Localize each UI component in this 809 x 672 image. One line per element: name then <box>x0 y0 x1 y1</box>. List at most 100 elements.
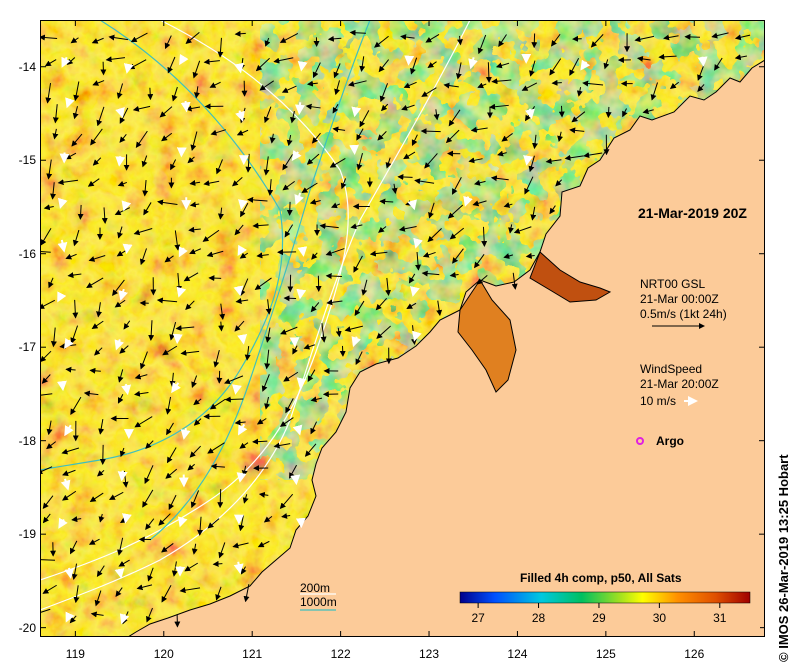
current-arrow <box>188 226 201 233</box>
current-arrow <box>46 159 53 180</box>
credit-label: © IMOS 26-Mar-2019 13:25 Hobart <box>776 454 791 662</box>
wind-arrow <box>119 613 130 625</box>
current-arrow <box>142 180 149 197</box>
current-arrow <box>658 53 677 60</box>
current-arrow <box>98 419 105 435</box>
current-arrow <box>218 321 225 332</box>
current-arrow <box>147 87 154 101</box>
isobath-200m-label: 200m <box>300 581 331 595</box>
current-arrow <box>263 106 272 124</box>
wind-arrow <box>121 200 132 212</box>
current-arrow <box>159 106 173 118</box>
current-arrow <box>491 78 512 85</box>
current-arrow <box>261 374 270 392</box>
current-arrow <box>130 32 148 43</box>
current-arrow <box>411 134 418 146</box>
wind-time-label: 21-Mar 20:00Z <box>640 377 719 391</box>
current-arrow <box>301 182 318 194</box>
current-arrow <box>116 83 124 99</box>
wind-arrow <box>65 97 75 109</box>
colorbar-ticks: 27 28 29 30 31 <box>471 603 727 625</box>
current-arrow <box>312 62 321 79</box>
current-arrow <box>92 157 102 166</box>
current-arrow <box>329 157 346 168</box>
current-arrow <box>73 81 80 102</box>
current-arrow <box>449 271 459 278</box>
current-arrow <box>71 563 78 580</box>
current-arrow <box>94 590 102 607</box>
current-arrow <box>189 180 201 186</box>
current-arrow <box>408 273 416 284</box>
current-arrow <box>254 277 272 291</box>
wind-arrow <box>117 470 128 482</box>
current-arrow <box>273 442 291 449</box>
colorbar-tick-label: 29 <box>592 611 606 625</box>
current-arrow <box>42 495 54 510</box>
current-arrow <box>309 198 321 205</box>
current-arrow <box>219 303 226 321</box>
current-arrow <box>67 272 82 279</box>
current-arrow <box>207 442 225 454</box>
current-arrow <box>252 438 268 445</box>
current-arrow <box>714 57 723 71</box>
current-arrow <box>265 327 272 343</box>
current-arrow <box>236 129 249 136</box>
current-arrow <box>46 441 57 450</box>
current-arrow <box>282 180 295 191</box>
current-arrow <box>175 325 195 332</box>
current-arrow <box>529 60 536 77</box>
current-arrow <box>669 81 680 89</box>
isobath-200m-2 <box>40 20 471 611</box>
current-arrow <box>118 559 130 567</box>
current-arrow <box>40 466 53 474</box>
current-arrow <box>385 157 392 169</box>
wind-arrow <box>351 336 362 348</box>
current-arrow <box>280 326 298 335</box>
current-arrow <box>557 131 564 143</box>
current-arrow <box>217 489 224 509</box>
current-arrow <box>375 297 388 311</box>
current-arrow <box>449 227 465 240</box>
wind-arrow <box>413 237 423 249</box>
current-arrow <box>445 129 460 144</box>
current-arrow <box>530 206 537 221</box>
current-arrow <box>456 35 463 46</box>
wind-arrow <box>58 197 68 209</box>
wind-arrow <box>296 377 307 389</box>
current-arrow <box>582 80 604 87</box>
wind-arrow <box>237 333 248 345</box>
current-arrow <box>42 584 57 594</box>
current-arrow <box>189 248 202 255</box>
current-arrow <box>406 302 417 309</box>
current-arrow <box>117 369 124 383</box>
current-arrow <box>485 62 492 83</box>
current-arrow <box>711 32 729 39</box>
current-arrow <box>50 327 57 348</box>
current-arrow <box>239 442 249 449</box>
wind-arrow <box>351 106 362 118</box>
current-arrow <box>197 516 204 536</box>
current-arrow <box>421 87 437 97</box>
current-arrow <box>334 80 341 96</box>
current-arrow <box>62 490 77 501</box>
current-arrow <box>481 226 488 248</box>
current-arrow <box>636 55 651 62</box>
current-arrow <box>41 374 51 384</box>
current-arrow <box>61 447 80 455</box>
current-arrow <box>349 29 366 36</box>
wind-arrow <box>64 567 75 579</box>
lat-tick-label: -16 <box>18 246 36 261</box>
wind-arrow <box>64 424 74 437</box>
land-mass <box>127 59 765 637</box>
wind-arrow <box>407 199 417 211</box>
current-arrow <box>476 275 488 285</box>
current-arrow <box>62 469 76 476</box>
wind-arrow <box>297 246 308 257</box>
current-arrow <box>123 320 131 330</box>
wind-arrow <box>233 561 244 575</box>
current-arrow <box>134 373 148 380</box>
current-arrow <box>218 542 226 559</box>
current-arrow <box>350 223 363 230</box>
wind-arrow <box>296 288 307 300</box>
current-arrow <box>477 82 487 89</box>
